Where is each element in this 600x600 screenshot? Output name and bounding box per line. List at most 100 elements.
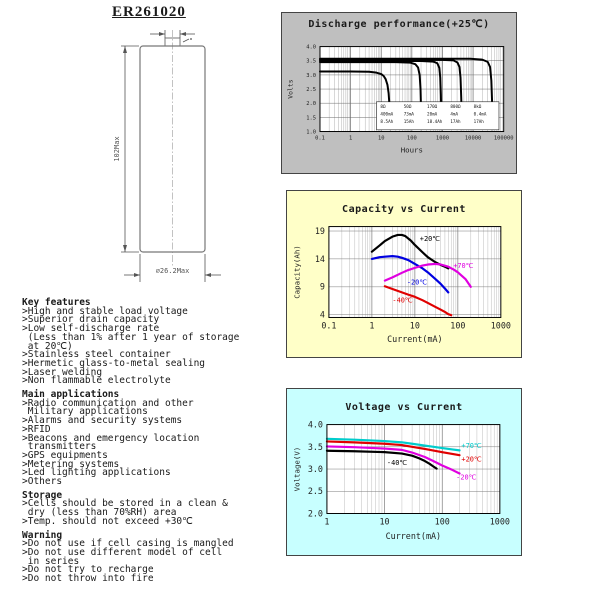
chart-title: Capacity vs Current [342,204,466,215]
chart-title: Discharge performance(+25℃) [308,19,490,30]
svg-text:2.0: 2.0 [306,101,316,107]
svg-text:0.1: 0.1 [315,135,325,141]
grid [328,226,501,318]
svg-text:10: 10 [378,135,385,141]
svg-text:1000: 1000 [436,135,449,141]
x-axis-ticks: 1 10 100 1000 [324,516,510,526]
svg-text:17Ah: 17Ah [450,119,461,124]
series-1 [325,440,461,457]
x-axis-label: Hours [401,145,423,154]
section-heading: Storage [22,489,63,501]
svg-text:3.5: 3.5 [306,59,316,65]
series-1 [370,255,450,294]
plot-border [328,226,502,318]
svg-text:14: 14 [315,254,325,264]
series-label: +20℃ [461,455,481,463]
svg-text:20mA: 20mA [427,112,438,117]
svg-text:10: 10 [410,320,420,330]
series-label: -20℃ [407,279,427,287]
svg-text:2.0: 2.0 [308,508,323,518]
capacity-vs-current-chart: 0.1 1 10 100 1000 19 14 9 4 Current(mA) Capacity(A… [292,226,511,344]
section-storage: Storage >Cells should be stored in a clea… [22,489,274,527]
svg-text:3.0: 3.0 [308,464,323,474]
svg-text:50Ω: 50Ω [404,104,412,109]
svg-text:170Ω: 170Ω [427,104,438,109]
x-axis-label: Current(mA) [387,334,442,344]
series-label: -40℃ [387,459,407,467]
section-key-features: Key features >High and stable load voltag… [22,297,274,387]
series-label: -40℃ [392,296,412,304]
y-axis-label: Capacity(Ah) [292,245,301,299]
svg-text:3.5: 3.5 [308,442,323,452]
svg-text:100000: 100000 [494,135,514,141]
x-axis-label: Current(mA) [386,531,441,541]
svg-text:1000: 1000 [490,516,510,526]
section-heading: Warning [22,529,63,541]
x-axis-ticks: 0.1 1 10 100 1000 [321,320,511,330]
chart-title: Voltage vs Current [345,402,463,413]
svg-text:2.5: 2.5 [306,87,316,93]
y-axis-label: Volts [286,79,294,98]
cap-dimension-arrows [150,30,195,43]
svg-text:1: 1 [324,516,329,526]
svg-text:1000: 1000 [491,320,511,330]
svg-text:1.0: 1.0 [306,129,316,135]
discharge-performance-panel: 8Ω 400mA 8.5Ah 50Ω 73mA 15Ah 170Ω 20mA 18.4Ah 800… [281,12,517,174]
svg-text:9: 9 [320,282,325,292]
svg-text:1.5: 1.5 [306,115,316,121]
series-2 [383,262,472,288]
section-main-applications: Main applications >Radio communication an… [22,389,274,488]
svg-text:1: 1 [349,135,352,141]
svg-text:8.5Ah: 8.5Ah [380,119,393,124]
section-warning: Warning >Do not use if cell casing is man… [22,529,274,585]
section-lines: >Do not use if cell casing is mangled >D… [22,538,234,585]
voltage-vs-current-panel: 1 10 100 1000 4.0 3.5 3.0 2.5 2.0 Current(mA) Volt… [286,388,522,556]
cap-detail-mark [190,38,192,40]
svg-text:400mA: 400mA [380,112,393,117]
section-heading: Main applications [22,389,120,401]
diameter-dimension-label: ⌀26.2Max [156,267,190,275]
height-dimension [121,45,139,253]
text-sections: Key features >High and stable load voltag… [22,297,274,589]
legend-table: 8Ω 400mA 8.5Ah 50Ω 73mA 15Ah 170Ω 20mA 18.4Ah 800… [376,101,500,131]
plot-border [319,46,505,133]
svg-text:15Ah: 15Ah [404,119,415,124]
svg-text:10000: 10000 [465,135,481,141]
page-title: ER261020 [112,4,186,20]
y-axis-ticks: 4.0 3.5 3.0 2.5 2.0 [308,420,323,519]
section-lines: >Cells should be stored in a clean & dry… [22,498,228,527]
svg-text:4: 4 [320,310,325,320]
series-label: +70℃ [453,262,473,270]
section-lines: >Radio communication and other Military … [22,397,200,488]
voltage-vs-current-chart: 1 10 100 1000 4.0 3.5 3.0 2.5 2.0 Current(mA) Volt… [292,420,510,542]
svg-text:4.0: 4.0 [308,420,323,430]
series-label: +20℃ [420,235,440,243]
svg-text:8Ω: 8Ω [380,104,386,109]
svg-text:4.0: 4.0 [306,44,316,50]
x-axis-ticks: 0.1 1 10 100 1000 10000 100000 [315,135,513,141]
series-3 [325,449,438,470]
battery-outline-drawing: 102Max ⌀26.2Max [113,30,221,282]
y-axis-label: Voltage(V) [292,447,301,492]
svg-text:100: 100 [407,135,417,141]
svg-text:800Ω: 800Ω [450,104,461,109]
svg-text:17Ah: 17Ah [474,119,485,124]
svg-text:73mA: 73mA [404,112,415,117]
svg-text:100: 100 [435,516,450,526]
section-heading: Key features [22,297,91,308]
y-axis-ticks: 4.0 3.5 3.0 2.5 2.0 1.5 1.0 [306,44,316,135]
diameter-dimension [124,254,221,282]
svg-text:8kΩ: 8kΩ [474,104,482,109]
svg-text:18.4Ah: 18.4Ah [427,119,443,124]
svg-text:100: 100 [450,320,465,330]
series-label: +70℃ [461,442,481,450]
svg-text:10: 10 [379,516,389,526]
capacity-vs-current-panel: 0.1 1 10 100 1000 19 14 9 4 Current(mA) Capacity(A… [286,190,522,358]
section-lines: >High and stable load voltage >Superior … [22,305,240,387]
svg-text:0.1: 0.1 [321,320,336,330]
series-3 [383,285,453,317]
series-label: -20℃ [456,474,476,482]
plot-border [326,424,501,514]
svg-text:19: 19 [315,226,325,236]
